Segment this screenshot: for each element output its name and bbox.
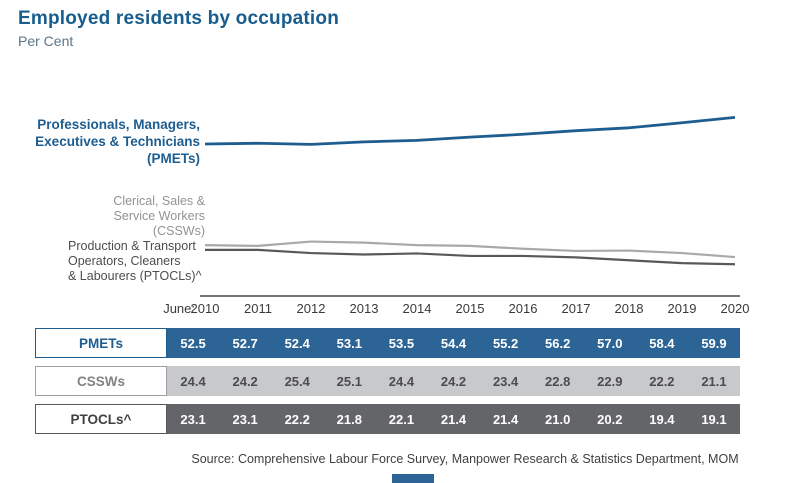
table-cell: 25.4 bbox=[271, 366, 324, 396]
table-cell: 23.1 bbox=[219, 404, 272, 434]
source-note: Source: Comprehensive Labour Force Surve… bbox=[191, 452, 739, 466]
series-line-ptocls bbox=[205, 248, 736, 266]
table-cell: 22.8 bbox=[531, 366, 584, 396]
footer-accent-bar bbox=[392, 474, 434, 483]
table-cell: 24.2 bbox=[427, 366, 480, 396]
table-cell: 23.4 bbox=[479, 366, 532, 396]
table-cell: 21.8 bbox=[323, 404, 376, 434]
year-label: 2013 bbox=[349, 301, 379, 316]
year-label: 2015 bbox=[455, 301, 485, 316]
year-label: 2012 bbox=[296, 301, 326, 316]
table-cell: 22.2 bbox=[635, 366, 688, 396]
data-table: PMETs 52.5 52.7 52.4 53.1 53.5 54.4 55.2 56.2 57.… bbox=[35, 328, 741, 442]
table-cell: 24.2 bbox=[219, 366, 272, 396]
chart-svg bbox=[200, 115, 740, 297]
table-cell: 22.2 bbox=[271, 404, 324, 434]
table-cell: 56.2 bbox=[531, 328, 584, 358]
table-cell: 21.0 bbox=[531, 404, 584, 434]
table-cell: 52.5 bbox=[167, 328, 220, 358]
table-cell: 22.9 bbox=[583, 366, 636, 396]
table-row-label: CSSWs bbox=[35, 366, 167, 396]
table-cell: 57.0 bbox=[583, 328, 636, 358]
table-cell: 19.4 bbox=[635, 404, 688, 434]
table-cell: 21.1 bbox=[687, 366, 741, 396]
page-title: Employed residents by occupation bbox=[18, 8, 340, 29]
table-cell: 21.4 bbox=[479, 404, 532, 434]
table-row-pmets: PMETs 52.5 52.7 52.4 53.1 53.5 54.4 55.2 56.2 57.… bbox=[35, 328, 741, 358]
x-axis-prefix-label: June: bbox=[163, 301, 195, 316]
year-label: 2020 bbox=[720, 301, 750, 316]
table-cell: 23.1 bbox=[167, 404, 220, 434]
year-label: 2010 bbox=[190, 301, 220, 316]
table-cell: 20.2 bbox=[583, 404, 636, 434]
table-row-label: PMETs bbox=[35, 328, 167, 358]
year-label: 2016 bbox=[508, 301, 538, 316]
table-cell: 52.4 bbox=[271, 328, 324, 358]
table-cell: 22.1 bbox=[375, 404, 428, 434]
table-row-ptocls: PTOCLs^ 23.1 23.1 22.2 21.8 22.1 21.4 21.4 21.0 2… bbox=[35, 404, 741, 434]
table-cell: 53.5 bbox=[375, 328, 428, 358]
year-label: 2019 bbox=[667, 301, 697, 316]
table-cell: 58.4 bbox=[635, 328, 688, 358]
series-label-pmets: Professionals, Managers, Executives & Te… bbox=[35, 117, 200, 166]
table-row-label: PTOCLs^ bbox=[35, 404, 167, 434]
table-cell: 21.4 bbox=[427, 404, 480, 434]
table-cell: 24.4 bbox=[167, 366, 220, 396]
table-row-cssws: CSSWs 24.4 24.2 25.4 25.1 24.4 24.2 23.4 22.8 22.… bbox=[35, 366, 741, 396]
table-cell: 59.9 bbox=[687, 328, 741, 358]
series-line-cssws bbox=[204, 240, 736, 259]
series-label-cssws: Clerical, Sales & Service Workers (CSSWs… bbox=[113, 194, 205, 238]
table-cell: 54.4 bbox=[427, 328, 480, 358]
table-cell: 25.1 bbox=[323, 366, 376, 396]
series-line-pmets bbox=[204, 115, 736, 146]
x-axis-labels: June: 2010 2011 2012 2013 2014 2015 2016 2017 20… bbox=[0, 301, 800, 319]
page-subtitle: Per Cent bbox=[18, 33, 74, 49]
table-cell: 19.1 bbox=[687, 404, 741, 434]
year-label: 2017 bbox=[561, 301, 591, 316]
table-cell: 52.7 bbox=[219, 328, 272, 358]
table-cell: 55.2 bbox=[479, 328, 532, 358]
table-cell: 53.1 bbox=[323, 328, 376, 358]
year-label: 2011 bbox=[244, 301, 272, 316]
year-label: 2014 bbox=[402, 301, 432, 316]
year-label: 2018 bbox=[614, 301, 644, 316]
series-label-ptocls: Production & Transport Operators, Cleane… bbox=[68, 239, 202, 283]
table-cell: 24.4 bbox=[375, 366, 428, 396]
